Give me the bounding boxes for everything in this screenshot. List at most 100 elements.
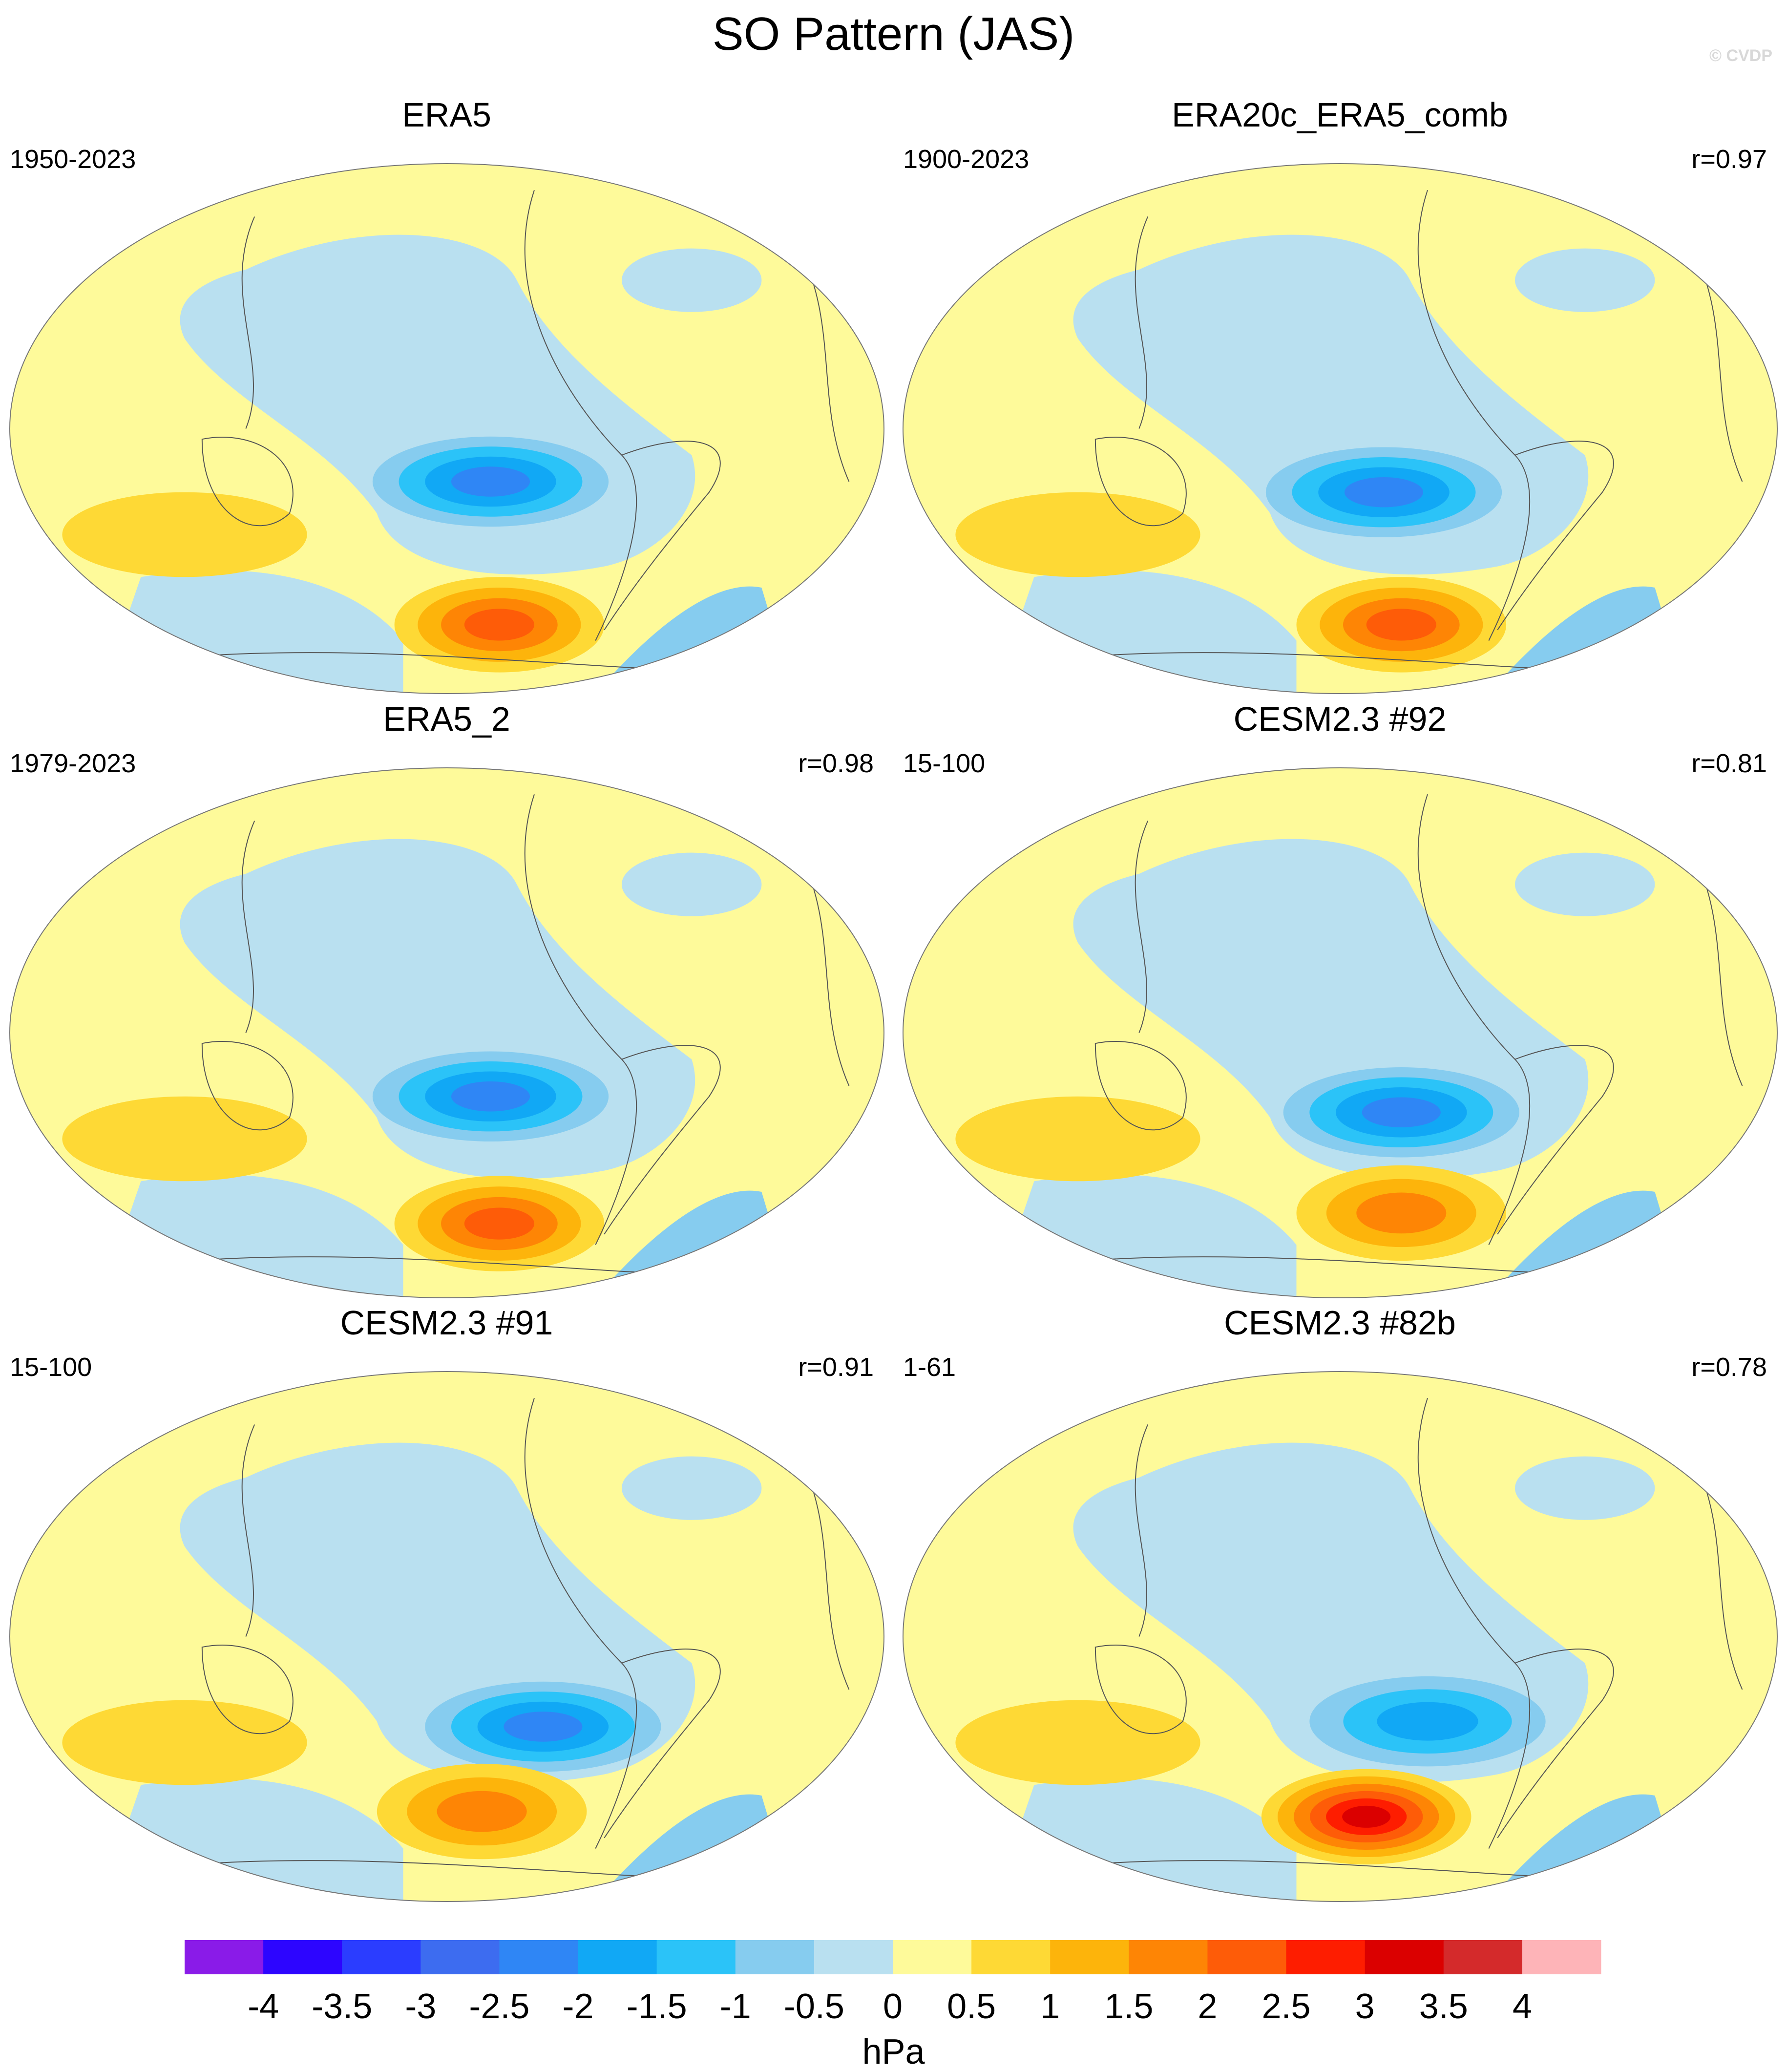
- colorbar-tick-label: 1: [1040, 1987, 1060, 2026]
- coastline: [201, 437, 294, 527]
- colorbar-swatch: [893, 1940, 972, 1974]
- map-outline: [9, 767, 884, 1298]
- coastline: [1094, 1645, 1187, 1734]
- panel-period-label: 1950-2023: [10, 145, 136, 174]
- colorbar-tick-label: 1.5: [1104, 1987, 1153, 2026]
- colorbar-tick-label: 2.5: [1262, 1987, 1311, 2026]
- coastline: [201, 1645, 294, 1734]
- colorbar-tick-label: -3: [405, 1987, 436, 2026]
- coastline: [1417, 190, 1531, 641]
- coastline: [241, 1424, 255, 1637]
- colorbar-swatch: [342, 1940, 421, 1974]
- map-panel: CESM2.3 #82b 1-61 r=0.78: [893, 1303, 1787, 1909]
- coastline: [1417, 1397, 1531, 1849]
- colorbar-unit-label: hPa: [862, 2032, 925, 2072]
- low-pressure-contour: [451, 466, 530, 497]
- high-pressure-contour: [1342, 1805, 1391, 1828]
- coastline: [201, 1041, 294, 1131]
- indian-ocean-positive-blob: [955, 1700, 1200, 1785]
- colorbar-tick-label: -4: [248, 1987, 279, 2026]
- indian-ocean-positive-blob: [955, 492, 1200, 577]
- colorbar-tick-label: 3: [1355, 1987, 1375, 2026]
- coastline: [604, 441, 721, 631]
- panel-title: CESM2.3 #91: [340, 1304, 553, 1342]
- colorbar-swatch: [1443, 1940, 1523, 1974]
- low-pressure-contour: [504, 1712, 583, 1742]
- map-projection: [9, 1371, 884, 1902]
- panel-period-label: 1-61: [903, 1353, 956, 1382]
- coastline: [1135, 216, 1149, 429]
- panel-period-label: 1979-2023: [10, 749, 136, 778]
- map-projection: [9, 767, 884, 1298]
- high-pressure-contour: [437, 1791, 527, 1832]
- coastline: [524, 190, 637, 641]
- panel-period-label: 15-100: [903, 749, 986, 778]
- north-atlantic-negative-blob: [622, 248, 762, 312]
- panel-title: CESM2.3 #82b: [1224, 1304, 1456, 1342]
- panel-correlation-label: r=0.78: [1691, 1353, 1767, 1382]
- colorbar-tick-label: -1: [720, 1987, 751, 2026]
- colorbar-swatch: [735, 1940, 815, 1974]
- colorbar-tick-label: 0.5: [947, 1987, 996, 2026]
- panel-title: ERA5: [402, 96, 491, 134]
- coastline: [1417, 794, 1531, 1245]
- colorbar-swatch: [1050, 1940, 1129, 1974]
- watermark: © CVDP: [1709, 46, 1772, 65]
- indian-ocean-positive-blob: [955, 1096, 1200, 1182]
- panel-correlation-label: r=0.91: [798, 1353, 874, 1382]
- high-pressure-contour: [1356, 1192, 1447, 1234]
- coastline: [604, 1045, 721, 1235]
- colorbar-swatch: [1129, 1940, 1208, 1974]
- map-panel: CESM2.3 #92 15-100 r=0.81: [893, 699, 1787, 1305]
- map-projection: [903, 767, 1778, 1298]
- colorbar-tick-label: -2: [563, 1987, 594, 2026]
- panel-title: ERA20c_ERA5_comb: [1172, 96, 1508, 134]
- north-atlantic-negative-blob: [622, 1456, 762, 1520]
- panel-period-label: 1900-2023: [903, 145, 1030, 174]
- colorbar-tick-label: 3.5: [1419, 1987, 1468, 2026]
- panel-correlation-label: r=0.97: [1691, 145, 1767, 174]
- colorbar-tick-label: 2: [1198, 1987, 1217, 2026]
- colorbar-swatch: [263, 1940, 342, 1974]
- colorbar-swatch: [1207, 1940, 1287, 1974]
- panel-period-label: 15-100: [10, 1353, 92, 1382]
- coastline: [1497, 441, 1614, 631]
- map-panel: ERA5 1950-2023: [0, 95, 893, 701]
- panel-correlation-label: r=0.81: [1691, 749, 1767, 778]
- coastline: [241, 216, 255, 429]
- coastline: [1094, 437, 1187, 527]
- colorbar-swatch: [1522, 1940, 1601, 1974]
- colorbar-swatch: [971, 1940, 1051, 1974]
- colorbar-tick-label: -0.5: [784, 1987, 844, 2026]
- north-atlantic-negative-blob: [622, 852, 762, 916]
- panel-title: ERA5_2: [383, 700, 510, 738]
- coastline: [524, 1397, 637, 1849]
- low-pressure-contour: [451, 1081, 530, 1112]
- map-outline: [903, 767, 1778, 1298]
- colorbar-swatch: [499, 1940, 579, 1974]
- indian-ocean-positive-blob: [62, 1700, 307, 1785]
- colorbar-swatch: [185, 1940, 264, 1974]
- map-projection: [9, 163, 884, 694]
- colorbar-swatch: [578, 1940, 657, 1974]
- high-pressure-contour: [464, 609, 534, 641]
- low-pressure-contour: [1344, 477, 1424, 507]
- map-outline: [903, 163, 1778, 694]
- indian-ocean-positive-blob: [62, 492, 307, 577]
- coastline: [1497, 1649, 1614, 1839]
- coastline: [604, 1649, 721, 1839]
- panel-title: CESM2.3 #92: [1233, 700, 1447, 738]
- coastline: [241, 821, 255, 1033]
- coastline: [1135, 1424, 1149, 1637]
- map-panel: ERA20c_ERA5_comb 1900-2023 r=0.97: [893, 95, 1787, 701]
- north-atlantic-negative-blob: [1515, 852, 1655, 916]
- figure-title: SO Pattern (JAS): [712, 8, 1075, 60]
- map-outline: [9, 163, 884, 694]
- colorbar-swatch: [656, 1940, 736, 1974]
- high-pressure-contour: [464, 1207, 534, 1240]
- map-panel: CESM2.3 #91 15-100 r=0.91: [0, 1303, 893, 1909]
- panel-correlation-label: r=0.98: [798, 749, 874, 778]
- colorbar-tick-label: -1.5: [627, 1987, 687, 2026]
- colorbar-tick-label: 4: [1513, 1987, 1532, 2026]
- colorbar-tick-label: -2.5: [469, 1987, 529, 2026]
